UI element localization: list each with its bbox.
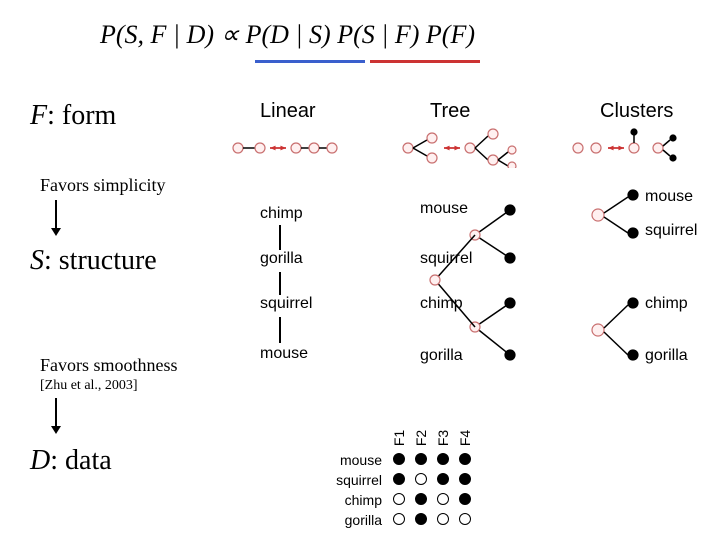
formula-underline-2 — [370, 60, 480, 63]
posterior-formula: P(S, F | D) ∝ P(D | S) P(S | F) P(F) — [100, 20, 475, 50]
matrix-cell — [388, 470, 410, 490]
header-linear: Linear — [260, 100, 316, 123]
cluster-gorilla: gorilla — [645, 347, 688, 365]
tree-chimp: chimp — [420, 295, 463, 313]
var-S: S — [30, 245, 44, 276]
matrix-cell — [410, 510, 432, 530]
matrix-cell — [432, 470, 454, 490]
matrix-cell — [454, 490, 476, 510]
label-data: D: data — [30, 445, 112, 477]
form-clusters-diagram — [570, 128, 700, 168]
formula-underline-1 — [255, 60, 365, 63]
cluster-squirrel: squirrel — [645, 222, 697, 240]
matrix-cell — [410, 490, 432, 510]
label-structure: S: structure — [30, 245, 157, 277]
form-linear-diagram — [230, 128, 340, 168]
matrix-row-gorilla: gorilla — [330, 510, 388, 530]
matrix-col-F4: F4 — [454, 400, 476, 450]
data-matrix: F1F2F3F4 mousesquirrelchimpgorilla — [330, 400, 476, 530]
linear-chain-lines — [255, 200, 335, 365]
var-F: F — [30, 100, 47, 131]
matrix-cell — [388, 450, 410, 470]
tree-gorilla: gorilla — [420, 347, 463, 365]
form-tree-diagram — [400, 128, 520, 168]
arrow-structure-to-data — [55, 398, 57, 428]
header-clusters: Clusters — [600, 100, 673, 123]
label-form: F: form — [30, 100, 116, 132]
citation-zhu: [Zhu et al., 2003] — [40, 378, 138, 394]
matrix-col-F1: F1 — [388, 400, 410, 450]
matrix-cell — [432, 510, 454, 530]
cluster-chimp: chimp — [645, 295, 688, 313]
matrix-cell — [432, 490, 454, 510]
favors-simplicity: Favors simplicity — [40, 175, 166, 196]
tree-mouse: mouse — [420, 200, 468, 218]
matrix-cell — [454, 510, 476, 530]
favors-smoothness: Favors smoothness — [40, 355, 178, 376]
matrix-row-squirrel: squirrel — [330, 470, 388, 490]
matrix-cell — [410, 470, 432, 490]
header-tree: Tree — [430, 100, 470, 123]
cluster-mouse: mouse — [645, 188, 693, 206]
matrix-cell — [454, 470, 476, 490]
matrix-cell — [454, 450, 476, 470]
matrix-cell — [388, 490, 410, 510]
var-D: D — [30, 445, 50, 476]
arrow-form-to-structure — [55, 200, 57, 230]
matrix-row-chimp: chimp — [330, 490, 388, 510]
matrix-col-F3: F3 — [432, 400, 454, 450]
matrix-row-mouse: mouse — [330, 450, 388, 470]
matrix-cell — [432, 450, 454, 470]
matrix-cell — [388, 510, 410, 530]
tree-structure — [380, 195, 540, 370]
tree-squirrel: squirrel — [420, 250, 472, 268]
matrix-col-F2: F2 — [410, 400, 432, 450]
matrix-cell — [410, 450, 432, 470]
